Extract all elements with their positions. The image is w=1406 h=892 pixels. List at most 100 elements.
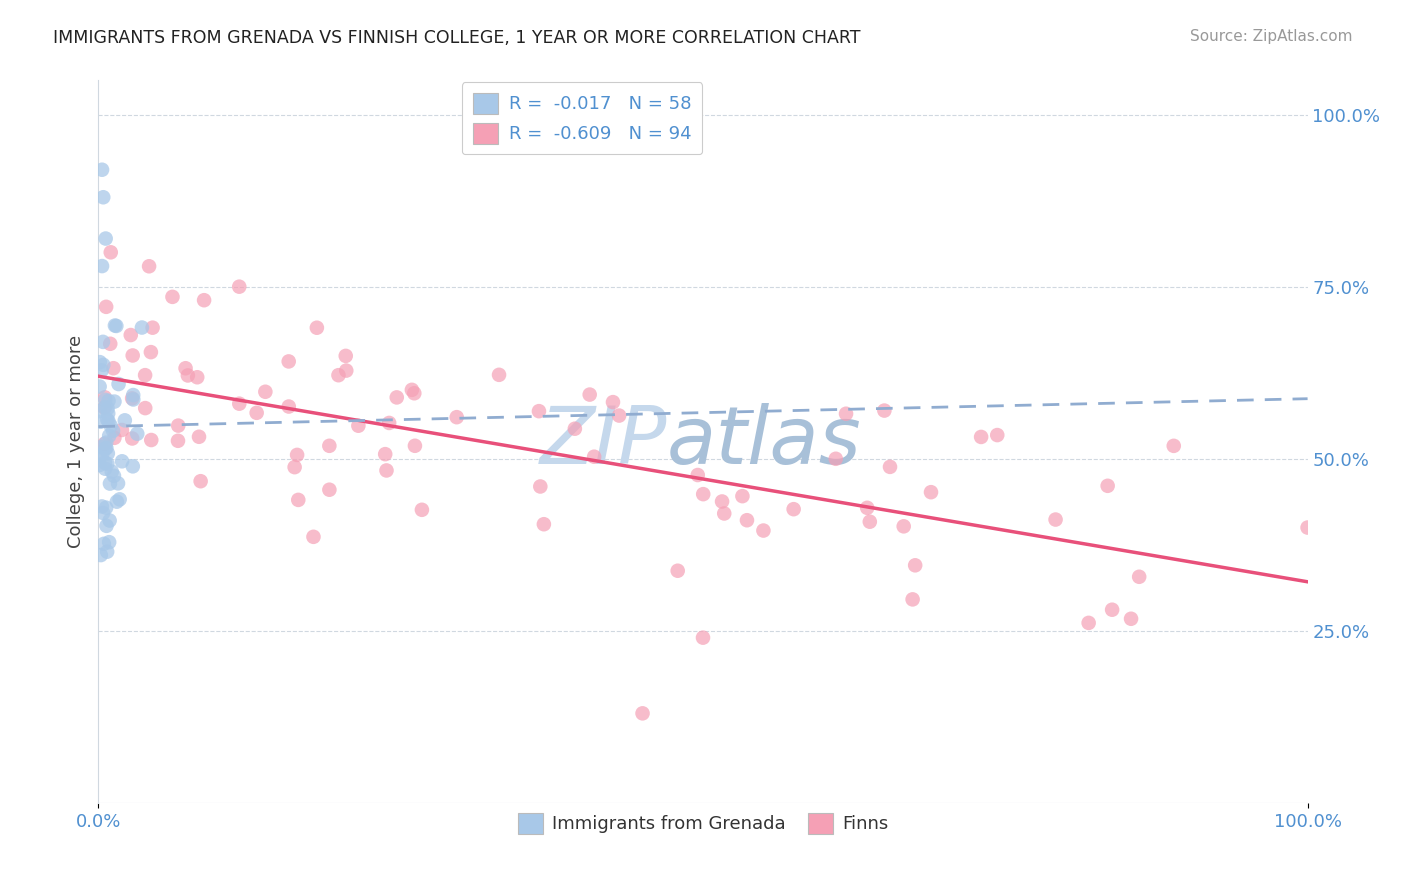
- Point: [97, 414, 120, 428]
- Point: [91, 162, 114, 177]
- Text: IMMIGRANTS FROM GRENADA VS FINNISH COLLEGE, 1 YEAR OR MORE CORRELATION CHART: IMMIGRANTS FROM GRENADA VS FINNISH COLLE…: [53, 29, 860, 46]
- Point: [134, 368, 156, 383]
- Point: [103, 468, 125, 483]
- Text: atlas: atlas: [666, 402, 862, 481]
- Point: [98, 535, 121, 549]
- Point: [167, 434, 190, 448]
- Point: [583, 450, 606, 464]
- Point: [94, 461, 117, 475]
- Point: [254, 384, 277, 399]
- Point: [96, 519, 118, 533]
- Point: [375, 463, 398, 477]
- Point: [782, 502, 804, 516]
- Point: [107, 377, 129, 392]
- Point: [108, 492, 131, 507]
- Point: [89, 355, 111, 369]
- Point: [97, 446, 120, 460]
- Point: [94, 231, 117, 245]
- Point: [686, 468, 709, 483]
- Point: [404, 439, 426, 453]
- Point: [1296, 520, 1319, 534]
- Point: [446, 410, 468, 425]
- Point: [607, 409, 630, 423]
- Point: [96, 435, 118, 450]
- Point: [97, 401, 120, 416]
- Point: [285, 448, 308, 462]
- Point: [533, 517, 555, 532]
- Point: [193, 293, 215, 308]
- Point: [139, 345, 162, 359]
- Point: [105, 494, 128, 508]
- Point: [96, 412, 118, 426]
- Point: [121, 392, 143, 406]
- Point: [94, 500, 117, 515]
- Point: [970, 430, 993, 444]
- Point: [174, 361, 197, 376]
- Point: [94, 456, 117, 470]
- Point: [378, 416, 401, 430]
- Text: Source: ZipAtlas.com: Source: ZipAtlas.com: [1189, 29, 1353, 44]
- Text: ZIP: ZIP: [540, 402, 666, 481]
- Point: [162, 290, 184, 304]
- Point: [131, 320, 153, 334]
- Point: [411, 503, 433, 517]
- Point: [335, 363, 357, 377]
- Point: [901, 592, 924, 607]
- Point: [100, 465, 122, 479]
- Point: [90, 440, 112, 454]
- Point: [100, 418, 122, 433]
- Point: [94, 392, 117, 407]
- Point: [96, 544, 118, 558]
- Point: [122, 388, 145, 402]
- Point: [177, 368, 200, 383]
- Point: [89, 404, 111, 418]
- Point: [302, 530, 325, 544]
- Point: [97, 393, 120, 408]
- Point: [328, 368, 350, 383]
- Point: [284, 460, 307, 475]
- Point: [318, 439, 340, 453]
- Point: [141, 433, 163, 447]
- Point: [96, 457, 118, 471]
- Point: [96, 300, 118, 314]
- Point: [1163, 439, 1185, 453]
- Point: [89, 379, 111, 393]
- Point: [631, 706, 654, 721]
- Point: [564, 422, 586, 436]
- Point: [893, 519, 915, 533]
- Point: [142, 320, 165, 334]
- Point: [602, 395, 624, 409]
- Point: [186, 370, 208, 384]
- Point: [873, 403, 896, 417]
- Point: [859, 515, 882, 529]
- Point: [114, 413, 136, 427]
- Point: [713, 507, 735, 521]
- Point: [735, 513, 758, 527]
- Point: [98, 514, 121, 528]
- Point: [1119, 612, 1142, 626]
- Point: [167, 418, 190, 433]
- Point: [1128, 570, 1150, 584]
- Point: [96, 441, 118, 455]
- Point: [103, 394, 125, 409]
- Point: [824, 451, 846, 466]
- Point: [835, 407, 858, 421]
- Point: [107, 476, 129, 491]
- Point: [89, 450, 111, 464]
- Point: [277, 400, 299, 414]
- Point: [190, 474, 212, 488]
- Point: [90, 363, 112, 377]
- Point: [404, 386, 426, 401]
- Point: [228, 279, 250, 293]
- Point: [401, 383, 423, 397]
- Point: [666, 564, 689, 578]
- Point: [98, 429, 121, 443]
- Point: [374, 447, 396, 461]
- Point: [103, 361, 125, 376]
- Point: [100, 245, 122, 260]
- Point: [287, 492, 309, 507]
- Point: [97, 406, 120, 420]
- Point: [752, 524, 775, 538]
- Point: [856, 500, 879, 515]
- Point: [488, 368, 510, 382]
